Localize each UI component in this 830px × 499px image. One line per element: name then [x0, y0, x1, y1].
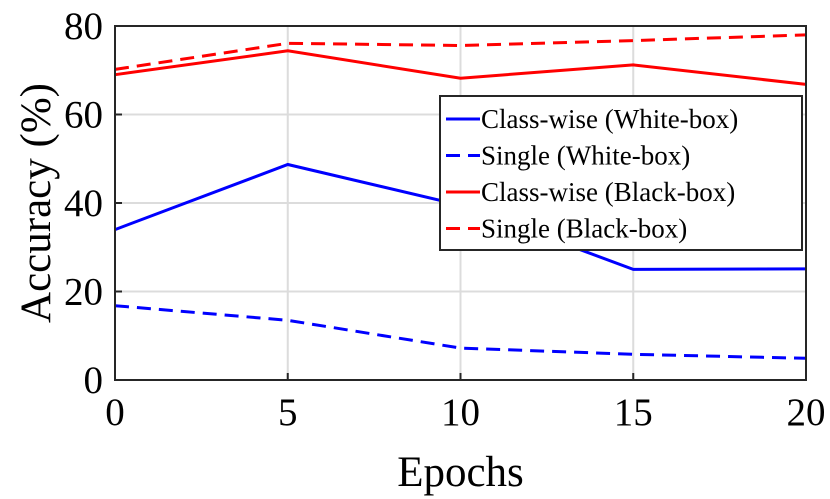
x-tick-label: 0 [105, 391, 125, 434]
y-tick-label: 60 [64, 94, 103, 137]
x-tick-label: 20 [787, 391, 826, 434]
x-tick-label: 15 [614, 391, 653, 434]
y-tick-label: 20 [64, 271, 103, 314]
legend: Class-wise (White-box) Single (White-box)… [439, 95, 803, 251]
y-axis-label: Accuracy (%) [13, 83, 60, 323]
y-tick-label: 80 [64, 5, 103, 48]
legend-box [439, 95, 803, 251]
legend-label: Class-wise (Black-box) [481, 177, 735, 207]
legend-label: Single (White-box) [481, 141, 690, 171]
legend-label: Class-wise (White-box) [481, 104, 738, 134]
y-tick-label: 0 [84, 359, 104, 402]
y-axis-ticks: 0 20 40 60 80 [64, 5, 122, 402]
x-tick-label: 10 [441, 391, 480, 434]
legend-label: Single (Black-box) [481, 214, 687, 244]
x-axis-ticks: 0 5 10 15 20 [105, 373, 826, 434]
series-line-2 [114, 49, 807, 86]
series-line-1 [114, 304, 807, 360]
y-tick-label: 40 [64, 182, 103, 225]
x-tick-label: 5 [278, 391, 298, 434]
x-axis-label: Epochs [397, 449, 524, 496]
series-line-3 [114, 33, 807, 71]
